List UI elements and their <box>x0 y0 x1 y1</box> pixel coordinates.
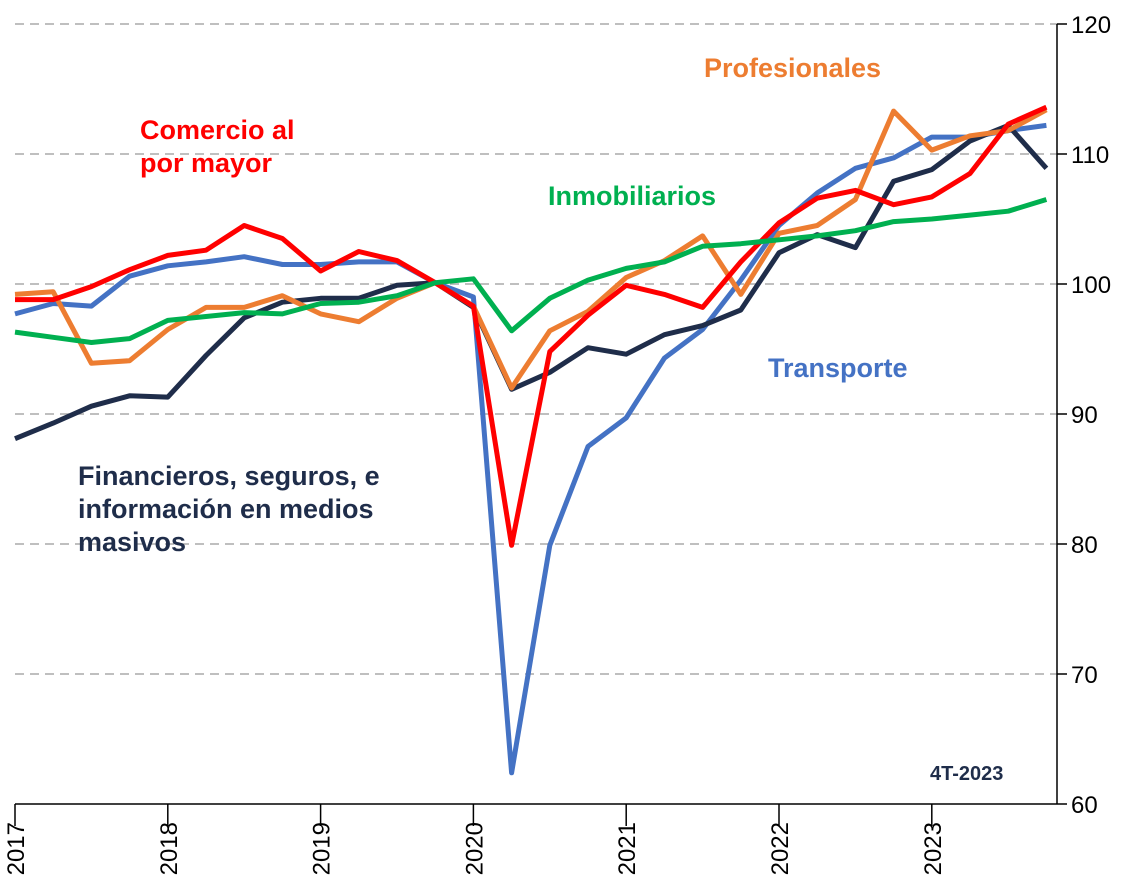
x-tick-label: 2020 <box>461 822 488 875</box>
y-tick-label: 80 <box>1071 532 1098 559</box>
x-tick-label: 2018 <box>156 822 183 875</box>
y-tick-label: 70 <box>1071 662 1098 689</box>
x-tick-label: 2019 <box>309 822 336 875</box>
annotation: 4T-2023 <box>930 763 1004 785</box>
y-tick-label: 90 <box>1071 402 1098 429</box>
x-tick-label: 2017 <box>3 822 30 875</box>
series-label: Transporte <box>768 353 908 383</box>
y-tick-label: 120 <box>1071 12 1111 39</box>
series-line <box>15 104 1048 548</box>
y-tick-label: 60 <box>1071 792 1098 819</box>
series-line <box>14 197 1048 345</box>
series-label: Comercio al por mayor <box>140 115 295 178</box>
x-tick-label: 2021 <box>614 822 641 875</box>
y-tick-label: 100 <box>1071 272 1111 299</box>
series-line <box>14 122 1047 776</box>
series-label: Financieros, seguros, e información en m… <box>78 461 380 557</box>
x-tick-label: 2022 <box>767 822 794 875</box>
y-tick-label: 110 <box>1071 142 1109 169</box>
series-label: Inmobiliarios <box>548 181 717 211</box>
series-label: Profesionales <box>704 53 882 83</box>
x-tick-label: 2023 <box>920 822 947 875</box>
series-line <box>14 122 1049 442</box>
